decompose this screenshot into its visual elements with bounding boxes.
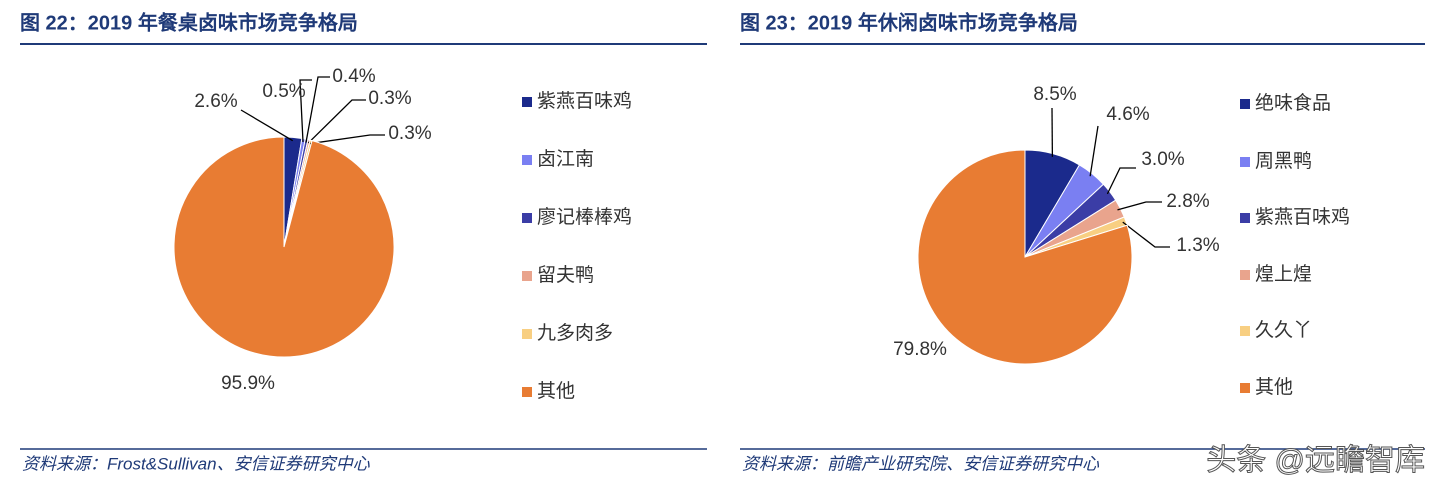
legend-swatch	[522, 329, 532, 339]
leader-line	[1090, 126, 1098, 176]
legend-swatch	[1240, 157, 1250, 167]
leader-line	[1117, 202, 1162, 210]
data-label: 0.3%	[388, 123, 431, 144]
legend-swatch	[522, 97, 532, 107]
data-label: 1.3%	[1176, 235, 1219, 256]
data-label: 95.9%	[221, 373, 275, 394]
legend-swatch	[1240, 270, 1250, 280]
chart-title: 图 23：2019 年休闲卤味市场竞争格局	[740, 10, 1078, 34]
legend-swatch	[1240, 99, 1250, 109]
data-label: 8.5%	[1033, 84, 1076, 105]
legend-swatch	[522, 213, 532, 223]
legend-label: 廖记棒棒鸡	[537, 206, 632, 228]
legend-swatch	[1240, 213, 1250, 223]
legend-swatch	[522, 271, 532, 281]
data-label: 0.5%	[262, 81, 305, 102]
legend-swatch	[1240, 326, 1250, 336]
data-label: 79.8%	[893, 339, 947, 360]
legend-label: 卤江南	[537, 148, 594, 170]
legend-swatch	[522, 387, 532, 397]
legend-label: 其他	[1255, 376, 1293, 398]
legend-label: 紫燕百味鸡	[537, 90, 632, 112]
legend-swatch	[522, 155, 532, 165]
legend-label: 紫燕百味鸡	[1255, 206, 1350, 228]
legend-label: 煌上煌	[1255, 263, 1312, 285]
legend-label: 九多肉多	[537, 322, 613, 344]
chart-title: 图 22：2019 年餐桌卤味市场竞争格局	[20, 10, 358, 34]
source: 资料来源：Frost&Sullivan、安信证券研究中心	[22, 454, 371, 473]
data-label: 2.6%	[194, 91, 237, 112]
legend-label: 留夫鸭	[537, 264, 594, 286]
data-label: 0.3%	[368, 88, 411, 109]
leader-line	[310, 135, 385, 144]
legend-swatch	[1240, 383, 1250, 393]
watermark: 头条 @远瞻智库	[1206, 444, 1425, 477]
legend-label: 周黑鸭	[1255, 150, 1312, 172]
data-label: 2.8%	[1166, 191, 1209, 212]
source: 资料来源：前瞻产业研究院、安信证券研究中心	[742, 454, 1100, 473]
legend-label: 久久丫	[1255, 319, 1312, 341]
pie-slice	[174, 137, 394, 357]
leader-line	[1107, 168, 1136, 194]
leader-line	[241, 110, 293, 141]
data-label: 4.6%	[1106, 104, 1149, 125]
data-label: 0.4%	[332, 66, 375, 87]
data-label: 3.0%	[1141, 149, 1184, 170]
legend-label: 其他	[537, 380, 575, 402]
legend-label: 绝味食品	[1255, 92, 1331, 114]
